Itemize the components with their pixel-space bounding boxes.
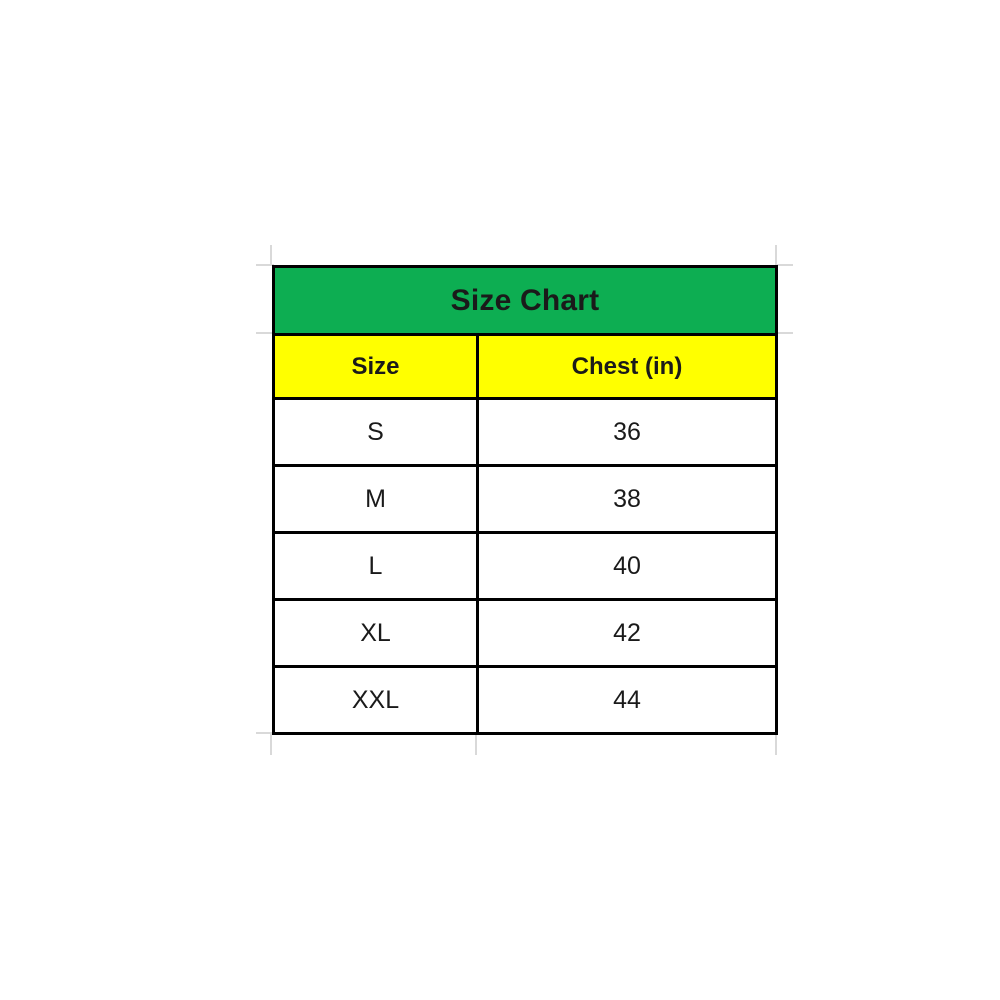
cell-chest: 42 <box>476 598 778 668</box>
cell-chest: 36 <box>476 397 778 467</box>
gridline-stub-bottom-col-divider <box>475 733 477 755</box>
cell-size: L <box>272 531 479 601</box>
table-title: Size Chart <box>272 265 778 336</box>
table-row: S 36 <box>272 397 778 467</box>
cell-size: XL <box>272 598 479 668</box>
cell-chest: 44 <box>476 665 778 735</box>
table-row: XL 42 <box>272 598 778 668</box>
gridline-stub-left-bottom <box>270 733 272 755</box>
table-row: XXL 44 <box>272 665 778 735</box>
cell-size: M <box>272 464 479 534</box>
table-row: L 40 <box>272 531 778 601</box>
size-chart-table: Size Chart Size Chest (in) S 36 M 38 L 4… <box>272 265 778 735</box>
cell-chest: 40 <box>476 531 778 601</box>
table-title-row: Size Chart <box>272 265 778 336</box>
gridline-stub-left-top <box>270 245 272 265</box>
gridline-stub-right-bottom <box>775 733 777 755</box>
table-header-row: Size Chest (in) <box>272 333 778 400</box>
gridline-stub-right-top <box>775 245 777 265</box>
cell-chest: 38 <box>476 464 778 534</box>
column-header-size: Size <box>272 333 479 400</box>
cell-size: XXL <box>272 665 479 735</box>
table-row: M 38 <box>272 464 778 534</box>
cell-size: S <box>272 397 479 467</box>
column-header-chest: Chest (in) <box>476 333 778 400</box>
